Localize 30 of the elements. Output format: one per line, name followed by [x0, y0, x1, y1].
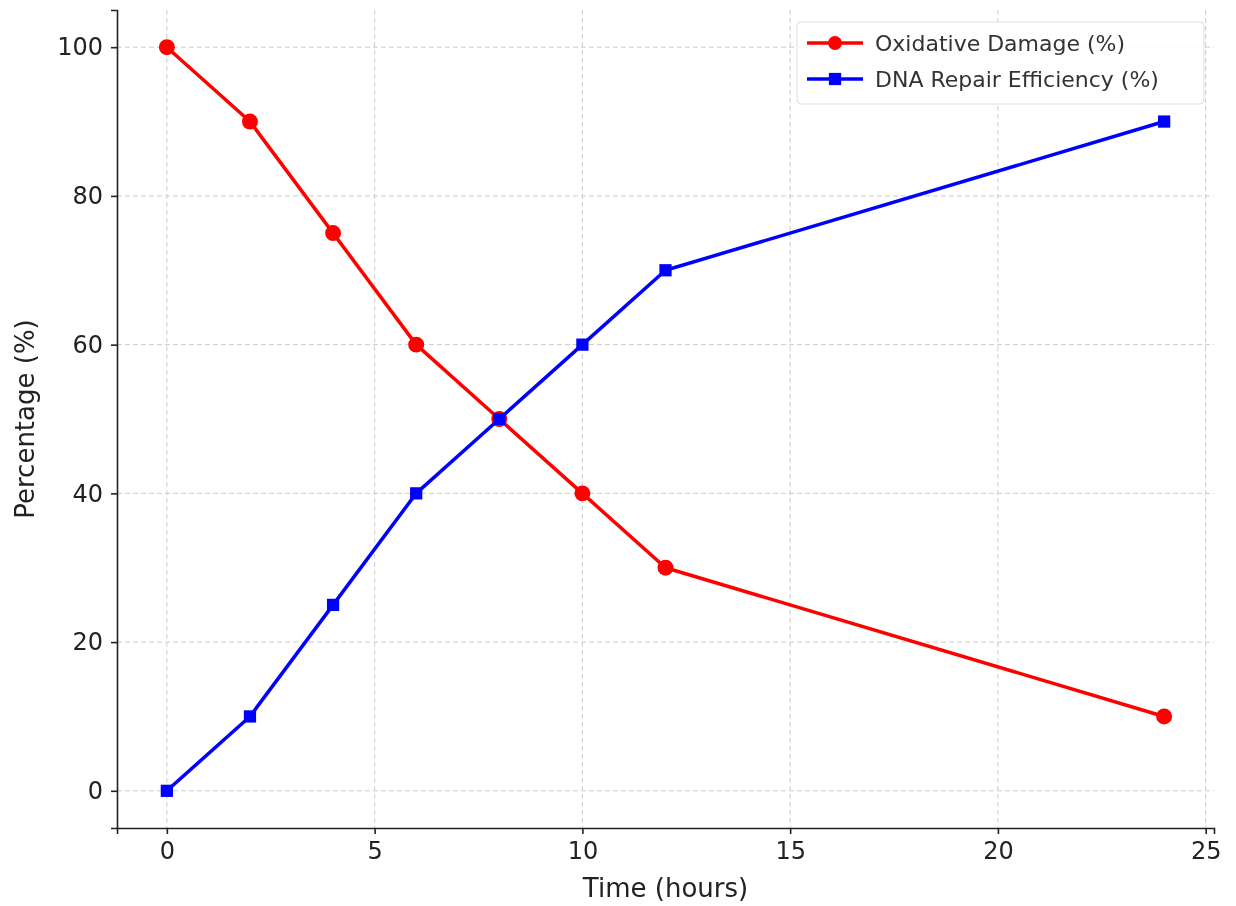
x-tick-label: 0: [159, 837, 175, 866]
point: [659, 264, 672, 277]
point: [657, 559, 674, 576]
point: [241, 113, 258, 130]
y-tick-label: 0: [87, 777, 103, 805]
point: [326, 598, 340, 612]
y-tick-label: 20: [72, 628, 103, 657]
y-tick-label: 80: [72, 182, 103, 211]
point: [160, 784, 173, 797]
x-tick-label: 15: [775, 837, 806, 866]
x-tick-label: 20: [983, 837, 1014, 866]
y-tick-label: 40: [72, 479, 103, 508]
point: [410, 487, 423, 500]
point: [408, 336, 425, 353]
point: [325, 225, 342, 242]
point: [243, 710, 257, 723]
y-axis-title: Percentage (%): [10, 319, 40, 519]
point: [576, 338, 589, 351]
legend-label: Oxidative Damage (%): [875, 31, 1126, 56]
y-tick-label: 100: [57, 33, 103, 62]
x-tick-label: 10: [567, 837, 599, 866]
x-axis-title: Time (hours): [581, 873, 749, 903]
legend-label: DNA Repair Efficiency (%): [875, 67, 1159, 92]
point: [1156, 708, 1173, 725]
x-tick-label: 25: [1190, 837, 1222, 866]
point: [1158, 115, 1171, 128]
y-tick-label: 60: [72, 330, 103, 359]
point: [574, 485, 591, 502]
x-tick-label: 5: [367, 837, 383, 866]
point: [158, 39, 175, 56]
